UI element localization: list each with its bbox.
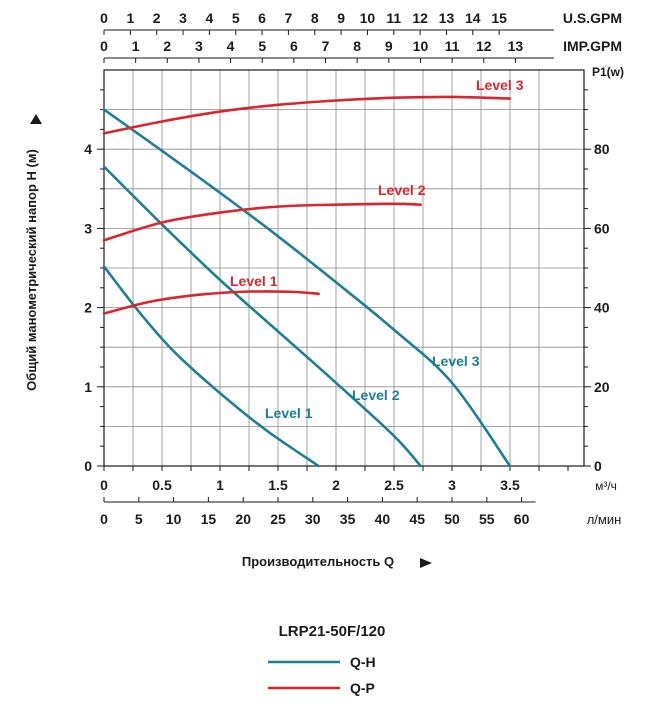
y-tick-label: 2: [84, 300, 92, 316]
impgpm-tick-label: 0: [100, 38, 108, 54]
qh-curve-3: [102, 108, 512, 468]
impgpm-tick-label: 5: [258, 38, 266, 54]
y2-tick-label: 60: [594, 220, 610, 236]
usgpm-tick-label: 6: [258, 10, 266, 26]
usgpm-tick-label: 12: [412, 10, 428, 26]
lmin-axis-title: л/мин: [587, 512, 622, 527]
grid-lines: [104, 70, 584, 466]
m3h-tick-label: 0: [100, 477, 108, 493]
usgpm-tick-label: 7: [285, 10, 293, 26]
lmin-tick-label: 25: [270, 511, 286, 527]
qp-series-label: Level 2: [378, 182, 426, 198]
lmin-tick-label: 35: [340, 511, 356, 527]
impgpm-tick-label: 9: [385, 38, 393, 54]
y2-tick-label: 20: [594, 379, 610, 395]
y2-tick-label: 40: [594, 300, 610, 316]
x-axis-arrow-icon: [420, 558, 432, 568]
usgpm-tick-label: 8: [311, 10, 319, 26]
lmin-tick-label: 50: [444, 511, 460, 527]
qh-series-label: Level 3: [432, 353, 480, 369]
bottom-axes: 0 0.5 1 1.5 2 2.5 3 3.5 м³/ч 0 5 10 15 20 25 30 35 40 45 50…: [100, 466, 621, 569]
qp-curve-2: [102, 202, 422, 242]
usgpm-tick-label: 11: [386, 10, 401, 26]
impgpm-tick-label: 3: [195, 38, 203, 54]
qp-series-label: Level 1: [230, 273, 278, 289]
usgpm-tick-label: 9: [337, 10, 345, 26]
y-tick-label: 0: [84, 458, 92, 474]
usgpm-tick-label: 15: [491, 10, 507, 26]
m3h-tick-label: 1.5: [268, 477, 288, 493]
y-axis-title: Общий манометрический напор H (м): [24, 149, 39, 391]
curves: Level 1 Level 2 Level 3 Level 1 Level 2 Level…: [102, 77, 524, 468]
usgpm-tick-label: 3: [179, 10, 187, 26]
impgpm-tick-label: 8: [353, 38, 361, 54]
usgpm-tick-label: 4: [205, 10, 213, 26]
y-axis-arrow-icon: [30, 114, 42, 124]
impgpm-tick-label: 2: [163, 38, 171, 54]
m3h-tick-label: 2: [332, 477, 340, 493]
usgpm-tick-label: 0: [100, 10, 108, 26]
m3h-tick-label: 2.5: [384, 477, 404, 493]
lmin-tick-label: 5: [135, 511, 143, 527]
qh-curve-2: [102, 165, 422, 468]
qh-series-label: Level 2: [352, 387, 400, 403]
qp-curve-1: [102, 290, 320, 315]
legend-label: Q-P: [350, 680, 375, 696]
usgpm-axis-title: U.S.GPM: [563, 10, 622, 26]
impgpm-axis-title: IMP.GPM: [563, 38, 622, 54]
right-axis: 0 20 40 60 80 P1(w): [584, 65, 624, 474]
impgpm-tick-label: 13: [508, 38, 524, 54]
m3h-tick-label: 1: [216, 477, 224, 493]
qp-series-label: Level 3: [476, 77, 524, 93]
lmin-tick-label: 30: [305, 511, 321, 527]
lmin-tick-label: 40: [375, 511, 391, 527]
impgpm-tick-label: 4: [227, 38, 235, 54]
lmin-tick-label: 55: [479, 511, 495, 527]
qp-curve-3: [102, 95, 512, 135]
y-tick-label: 3: [84, 220, 92, 236]
y-tick-label: 1: [84, 379, 92, 395]
impgpm-tick-label: 10: [413, 38, 429, 54]
usgpm-tick-label: 13: [439, 10, 455, 26]
m3h-axis-title: м³/ч: [595, 479, 617, 493]
usgpm-tick-label: 14: [465, 10, 481, 26]
impgpm-tick-label: 1: [132, 38, 140, 54]
y2-tick-label: 80: [594, 141, 610, 157]
qh-curve-1: [102, 265, 320, 468]
lmin-tick-label: 15: [201, 511, 217, 527]
lmin-tick-label: 20: [235, 511, 251, 527]
usgpm-tick-label: 10: [360, 10, 376, 26]
qh-series-label: Level 1: [265, 405, 313, 421]
lmin-tick-label: 45: [409, 511, 425, 527]
usgpm-tick-label: 2: [153, 10, 161, 26]
legend: LRP21-50F/120 Q-H Q-P: [268, 623, 385, 696]
m3h-tick-label: 3.5: [500, 477, 520, 493]
impgpm-tick-label: 12: [476, 38, 492, 54]
impgpm-tick-label: 11: [445, 38, 460, 54]
impgpm-tick-label: 6: [290, 38, 298, 54]
lmin-tick-label: 10: [166, 511, 182, 527]
chart-title: LRP21-50F/120: [279, 623, 386, 640]
lmin-tick-label: 0: [100, 511, 108, 527]
m3h-tick-label: 0.5: [152, 477, 172, 493]
lmin-tick-label: 60: [514, 511, 530, 527]
y2-axis-title: P1(w): [592, 65, 624, 79]
y2-tick-label: 0: [594, 458, 602, 474]
usgpm-tick-label: 1: [126, 10, 134, 26]
usgpm-tick-label: 5: [232, 10, 240, 26]
impgpm-tick-label: 7: [322, 38, 330, 54]
y-tick-label: 4: [84, 141, 92, 157]
x-axis-title: Производительность Q: [242, 554, 394, 569]
legend-label: Q-H: [350, 654, 376, 670]
left-axis: 0 1 2 3 4 Общий манометрический напор H (м): [24, 89, 104, 474]
m3h-tick-label: 3: [448, 477, 456, 493]
